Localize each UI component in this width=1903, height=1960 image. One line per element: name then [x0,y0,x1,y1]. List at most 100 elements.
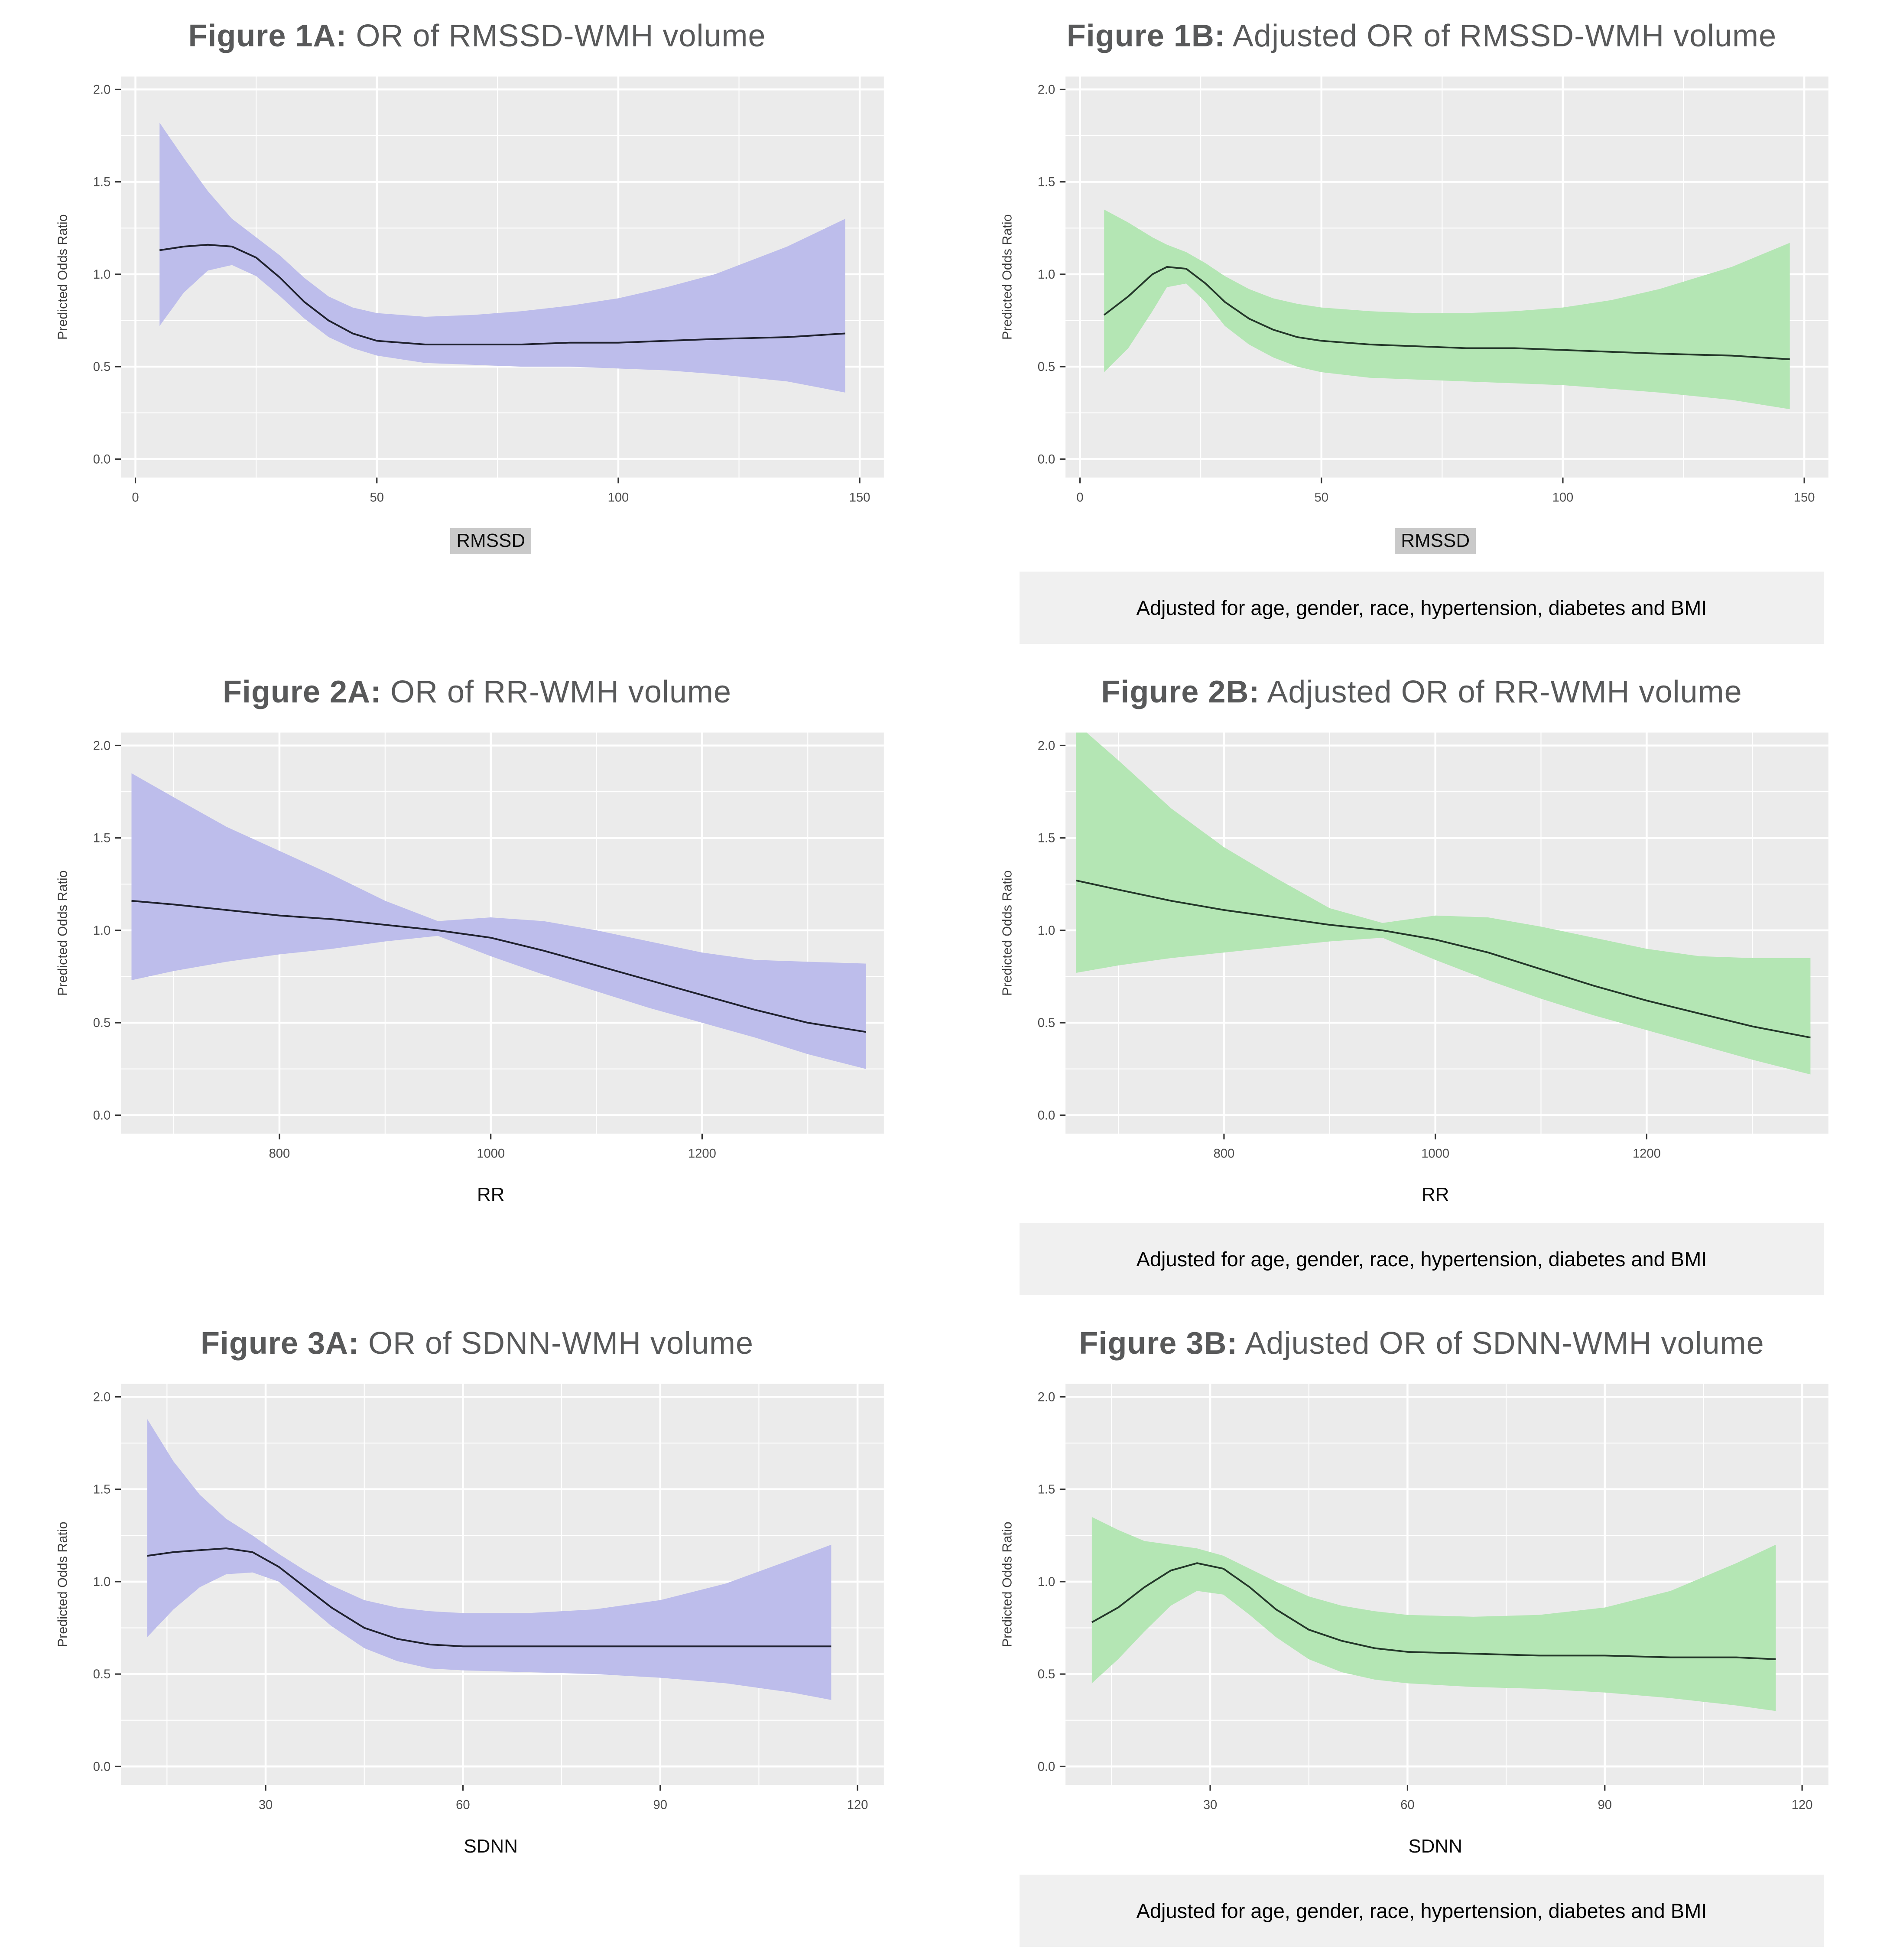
svg-text:0.5: 0.5 [93,360,111,374]
svg-text:1.5: 1.5 [93,831,111,845]
chart-svg-3a: 30 60 90 120 0.0 0.5 1.0 1.5 2.0 Predicted Odds R… [55,1384,884,1812]
svg-text:1.0: 1.0 [1038,268,1055,282]
figure-title-3a-text: OR of SDNN-WMH volume [359,1326,754,1361]
svg-text:0.5: 0.5 [1038,1016,1055,1030]
svg-text:0.5: 0.5 [93,1668,111,1682]
svg-text:0: 0 [1076,491,1083,505]
svg-text:1.0: 1.0 [1038,924,1055,938]
svg-text:0.5: 0.5 [1038,360,1055,374]
figure-title-3b-text: Adjusted OR of SDNN-WMH volume [1237,1326,1764,1361]
svg-text:2.0: 2.0 [1038,739,1055,753]
svg-text:0.0: 0.0 [93,452,111,466]
figure-cell-3b: Figure 3B: Adjusted OR of SDNN-WMH volum… [964,1315,1879,1947]
svg-text:1000: 1000 [1421,1147,1449,1160]
svg-text:2.0: 2.0 [1038,1391,1055,1404]
chart-2b: 800 1000 1200 0.0 0.5 1.0 1.5 2.0 Predicted Odds… [997,725,1847,1184]
svg-text:1.5: 1.5 [93,176,111,189]
figure-cell-1a: Figure 1A: OR of RMSSD-WMH volume 0 50 100… [20,8,934,644]
figure-title-2b-number: Figure 2B: [1101,674,1260,709]
svg-text:100: 100 [1552,491,1573,505]
adjustment-caption-2b: Adjusted for age, gender, race, hyperten… [1019,1223,1824,1296]
svg-text:1.5: 1.5 [1038,831,1055,845]
figure-title-1a-number: Figure 1A: [188,19,347,53]
svg-text:90: 90 [653,1798,667,1812]
axis-ticks: 0 50 100 150 0.0 0.5 1.0 1.5 2.0 [1038,83,1815,504]
x-axis-label-1b: RMSSD [1395,528,1476,554]
x-axis-label-row-3a: SDNN [6,1836,948,1857]
svg-text:0.0: 0.0 [1038,1760,1055,1774]
chart-svg-1b: 0 50 100 150 0.0 0.5 1.0 1.5 2.0 Predicted Odds R… [1000,76,1828,505]
y-axis-title: Predicted Odds Ratio [1000,1522,1014,1648]
y-axis-title: Predicted Odds Ratio [55,1522,70,1648]
figure-cell-3a: Figure 3A: OR of SDNN-WMH volume 30 60 90 1… [20,1315,934,1947]
grid-major [120,76,884,478]
x-axis-label-2a: RR [477,1184,505,1206]
figure-cell-2a: Figure 2A: OR of RR-WMH volume 800 1000 12… [20,664,934,1296]
svg-text:0.0: 0.0 [93,1108,111,1122]
svg-text:150: 150 [1794,491,1815,505]
svg-text:1000: 1000 [477,1147,505,1160]
figure-cell-2b: Figure 2B: Adjusted OR of RR-WMH volume … [964,664,1879,1296]
svg-text:1.5: 1.5 [1038,1483,1055,1497]
chart-3b: 30 60 90 120 0.0 0.5 1.0 1.5 2.0 Predicted Odds R… [997,1376,1847,1836]
odds-ratio-line [131,900,866,1033]
x-axis-label-3a: SDNN [464,1836,518,1857]
svg-text:2.0: 2.0 [93,739,111,753]
y-axis-title: Predicted Odds Ratio [1000,870,1014,996]
odds-ratio-line [1075,879,1811,1038]
svg-text:1.5: 1.5 [93,1483,111,1497]
chart-2a: 800 1000 1200 0.0 0.5 1.0 1.5 2.0 Predicted Odds… [52,725,902,1184]
chart-1a: 0 50 100 150 0.0 0.5 1.0 1.5 2.0 Predicted Odds R… [52,68,902,528]
figure-title-2a-text: OR of RR-WMH volume [381,674,732,709]
x-axis-label-row-1a: RMSSD [6,528,948,554]
figure-title-1a-text: OR of RMSSD-WMH volume [347,19,766,53]
svg-text:1.0: 1.0 [1038,1575,1055,1589]
svg-text:800: 800 [269,1147,290,1160]
svg-text:1200: 1200 [1633,1147,1661,1160]
svg-text:1.0: 1.0 [93,268,111,282]
figure-title-3b: Figure 3B: Adjusted OR of SDNN-WMH volum… [1079,1326,1764,1361]
svg-text:0.0: 0.0 [93,1760,111,1774]
chart-3a: 30 60 90 120 0.0 0.5 1.0 1.5 2.0 Predicted Odds R… [52,1376,902,1836]
svg-text:2.0: 2.0 [93,1391,111,1404]
x-axis-label-row-2a: RR [6,1184,948,1206]
y-axis-title: Predicted Odds Ratio [1000,214,1014,340]
svg-text:30: 30 [1203,1798,1217,1812]
svg-text:120: 120 [1792,1798,1813,1812]
svg-text:0.0: 0.0 [1038,452,1055,466]
svg-text:800: 800 [1213,1147,1234,1160]
chart-svg-2b: 800 1000 1200 0.0 0.5 1.0 1.5 2.0 Predicted Odds… [1000,732,1828,1160]
axis-ticks: 800 1000 1200 0.0 0.5 1.0 1.5 2.0 [93,739,716,1160]
adjustment-caption-3b: Adjusted for age, gender, race, hyperten… [1019,1875,1824,1947]
figure-title-3a: Figure 3A: OR of SDNN-WMH volume [201,1326,753,1361]
odds-ratio-line [1103,266,1790,361]
confidence-band [131,773,866,1069]
svg-text:60: 60 [1400,1798,1414,1812]
y-axis-title: Predicted Odds Ratio [55,870,70,996]
adjustment-caption-1b: Adjusted for age, gender, race, hyperten… [1019,571,1824,644]
axis-ticks: 0 50 100 150 0.0 0.5 1.0 1.5 2.0 [93,83,870,504]
x-axis-label-1a: RMSSD [450,528,532,554]
svg-text:150: 150 [849,491,870,505]
axis-ticks: 800 1000 1200 0.0 0.5 1.0 1.5 2.0 [1038,739,1661,1160]
svg-text:2.0: 2.0 [1038,83,1055,97]
x-axis-label-row-3b: SDNN [951,1836,1892,1857]
chart-1b: 0 50 100 150 0.0 0.5 1.0 1.5 2.0 Predicted Odds R… [997,68,1847,528]
figure-cell-1b: Figure 1B: Adjusted OR of RMSSD-WMH volu… [964,8,1879,644]
svg-text:60: 60 [456,1798,470,1812]
svg-text:0.5: 0.5 [93,1016,111,1030]
svg-text:0.0: 0.0 [1038,1108,1055,1122]
svg-text:1200: 1200 [688,1147,716,1160]
svg-text:100: 100 [607,491,629,505]
confidence-band [1104,209,1790,410]
y-axis-title: Predicted Odds Ratio [55,214,70,340]
figure-title-2b-text: Adjusted OR of RR-WMH volume [1260,674,1742,709]
figure-title-2b: Figure 2B: Adjusted OR of RR-WMH volume [1101,674,1742,710]
figure-title-1b-text: Adjusted OR of RMSSD-WMH volume [1225,19,1777,53]
svg-text:2.0: 2.0 [93,83,111,97]
svg-text:50: 50 [370,491,383,505]
x-axis-label-2b: RR [1421,1184,1449,1206]
figure-title-2a: Figure 2A: OR of RR-WMH volume [223,674,731,710]
svg-text:1.5: 1.5 [1038,176,1055,189]
